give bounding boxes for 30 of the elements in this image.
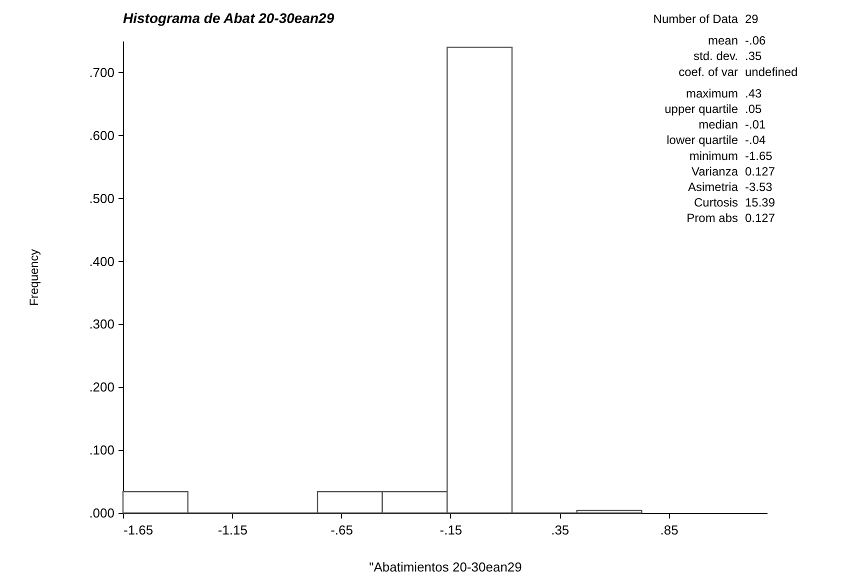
y-axis-title: Frequency bbox=[27, 249, 42, 306]
x-tick-label: -.65 bbox=[330, 522, 354, 538]
x-axis-title: "Abatimientos 20-30ean29 bbox=[369, 560, 522, 574]
x-tick-label: -1.15 bbox=[218, 522, 248, 538]
y-tick-label: .400 bbox=[89, 254, 114, 269]
chart-title: Histograma de Abat 20-30ean29 bbox=[123, 10, 334, 26]
text: Prom abs 0.127 bbox=[686, 211, 776, 226]
text: Number of Data 29 bbox=[653, 12, 758, 26]
y-tick-label: .300 bbox=[89, 316, 114, 332]
x-tick-label: .85 bbox=[660, 522, 678, 538]
text: lower quartile -.04 bbox=[666, 133, 766, 148]
x-tick-label: -1.65 bbox=[124, 522, 154, 538]
text: Asimetria -3.53 bbox=[688, 180, 772, 194]
text: std. dev. .35 bbox=[694, 49, 762, 64]
y-tick-label: .000 bbox=[89, 506, 114, 520]
x-tick-label: -.15 bbox=[440, 522, 462, 538]
y-tick-label: .100 bbox=[89, 442, 114, 458]
text: Varianza 0.127 bbox=[692, 164, 776, 178]
text: median -.01 bbox=[698, 118, 766, 132]
text: coef. of var undefined bbox=[678, 64, 798, 79]
text: mean -.06 bbox=[708, 34, 766, 48]
text: maximum .43 bbox=[686, 86, 762, 100]
y-tick-label: .700 bbox=[89, 64, 114, 80]
x-tick-label: .35 bbox=[551, 522, 570, 538]
text: upper quartile .05 bbox=[664, 102, 762, 116]
y-tick-label: .600 bbox=[89, 128, 114, 143]
text: minimum -1.65 bbox=[689, 148, 772, 163]
text: Curtosis 15.39 bbox=[694, 196, 776, 210]
y-tick-label: .200 bbox=[89, 380, 114, 395]
y-tick-label: .500 bbox=[89, 190, 114, 206]
